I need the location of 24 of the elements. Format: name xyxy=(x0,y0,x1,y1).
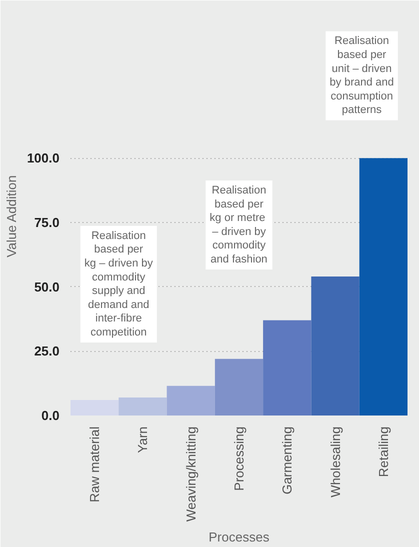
bar xyxy=(70,400,119,416)
x-tick-label: Garmenting xyxy=(280,426,295,494)
annotation: Realisation based per unit – driven by brand and consumption patterns xyxy=(330,35,394,116)
bar xyxy=(359,158,408,416)
annotation: Realisation based per kg – driven by commodity supply and demand and inter-fibre competition xyxy=(84,230,154,339)
bar xyxy=(263,320,312,416)
annotation: Realisation based per kg or metre – driven by commodity and fashion xyxy=(210,184,268,266)
bar xyxy=(118,397,167,416)
y-tick-label: 100.0 xyxy=(26,150,60,166)
x-tick-label: Retailing xyxy=(376,426,391,478)
y-axis-title: Value Addition xyxy=(4,175,19,258)
x-axis-title: Processes xyxy=(208,530,270,545)
bar xyxy=(214,358,264,416)
y-tick-label: 25.0 xyxy=(34,344,60,359)
x-tick-label: Processing xyxy=(232,426,246,491)
x-tick-label: Yarn xyxy=(135,426,150,453)
y-tick-label: 0.0 xyxy=(41,408,60,423)
y-tick-label: 50.0 xyxy=(34,279,60,294)
x-tick-label: Wholesaling xyxy=(328,426,343,498)
x-tick-label: Raw material xyxy=(87,426,102,502)
bar xyxy=(166,386,215,416)
bar xyxy=(311,276,360,416)
y-tick-label: 75.0 xyxy=(34,214,60,230)
x-tick-label: Weaving/knitting xyxy=(183,426,198,522)
